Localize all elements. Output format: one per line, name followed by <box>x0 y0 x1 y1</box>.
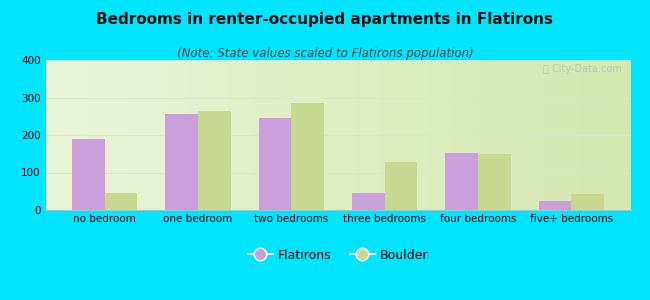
Bar <box>105 193 137 210</box>
Text: (Note: State values scaled to Flatirons population): (Note: State values scaled to Flatirons … <box>177 46 473 59</box>
Bar <box>352 193 385 210</box>
Bar <box>571 194 604 210</box>
Bar <box>539 201 571 210</box>
Bar <box>291 103 324 210</box>
Bar <box>385 162 417 210</box>
Bar <box>72 139 105 210</box>
Text: Ⓜ City-Data.com: Ⓜ City-Data.com <box>543 64 621 74</box>
Bar <box>198 111 231 210</box>
Legend: Flatirons, Boulder: Flatirons, Boulder <box>242 244 434 267</box>
Bar <box>259 118 291 210</box>
Bar <box>478 154 511 210</box>
Bar <box>165 114 198 210</box>
Bar <box>445 153 478 210</box>
Text: Bedrooms in renter-occupied apartments in Flatirons: Bedrooms in renter-occupied apartments i… <box>96 12 554 27</box>
